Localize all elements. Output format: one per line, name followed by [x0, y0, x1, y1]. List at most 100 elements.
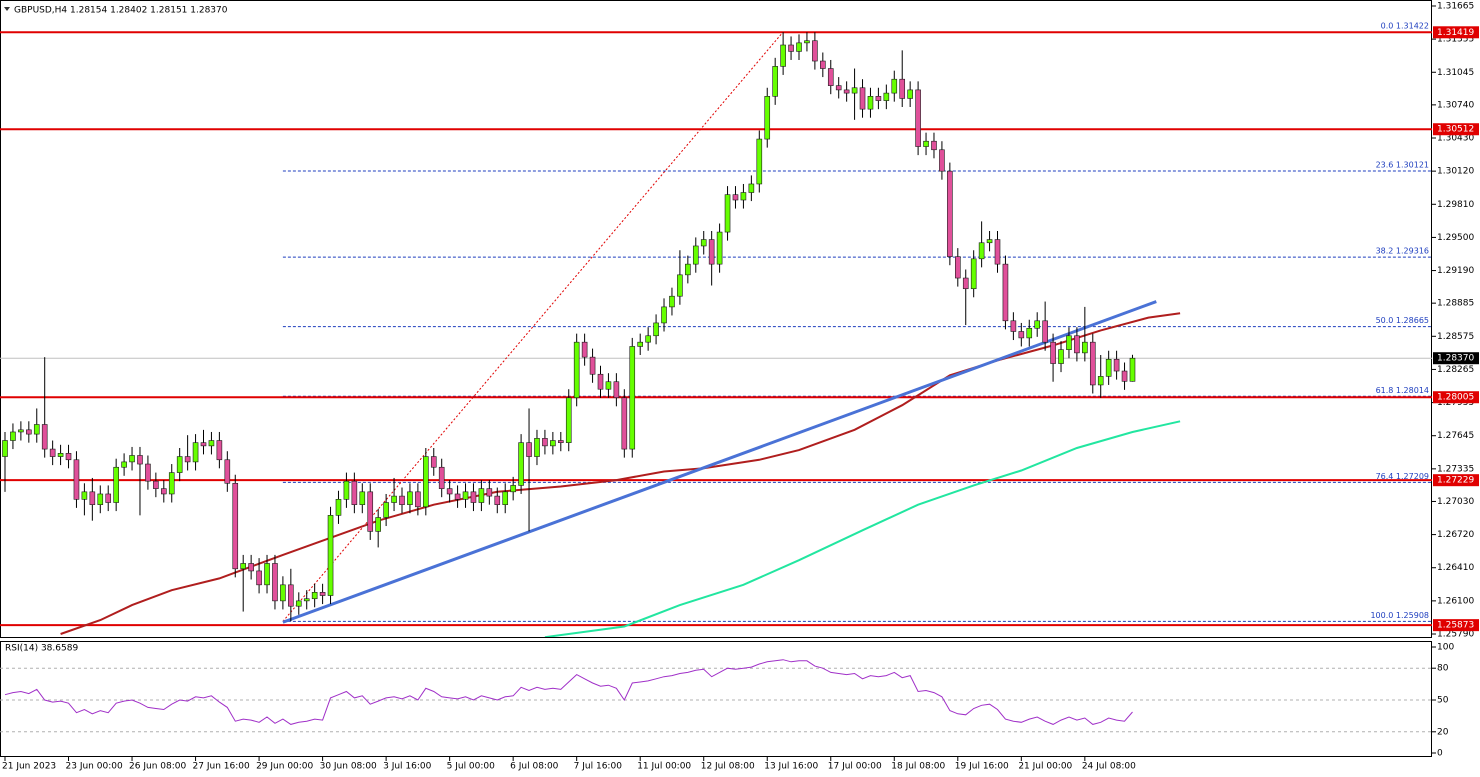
candle-body [430, 456, 437, 468]
x-tick-label: 13 Jul 16:00 [764, 762, 818, 772]
candle-body [597, 373, 604, 390]
candle-body [446, 488, 453, 495]
level-price-label: 1.31419 [1437, 28, 1474, 38]
candle-body [510, 485, 516, 493]
x-tick-label: 27 Jun 16:00 [193, 762, 250, 772]
x-tick-label: 5 Jul 00:00 [447, 762, 496, 772]
y-tick-label: 1.31665 [1437, 1, 1474, 11]
candle-body [121, 461, 127, 468]
candle-body [137, 455, 143, 465]
candle-body [97, 493, 104, 505]
y-tick-label: 1.30120 [1437, 167, 1474, 177]
candle-body [685, 263, 691, 276]
x-tick-label: 3 Jul 16:00 [383, 762, 432, 772]
y-tick-label: 1.28885 [1437, 299, 1474, 309]
candle-body [129, 455, 135, 463]
candle-body [49, 448, 56, 457]
price-pane: 0.0 1.31422 23.6 1.30121 38.2 1.29316 50.0 … [0, 21, 1432, 637]
candle-body [327, 515, 334, 596]
candle-body [1105, 358, 1112, 377]
candle-body [700, 239, 707, 247]
chart-title: GBPUSD,H4 1.28154 1.28402 1.28151 1.2837… [14, 6, 228, 16]
candle-body [272, 563, 278, 602]
candle-body [1089, 341, 1096, 386]
candle-body [764, 96, 771, 140]
y-tick-label: 1.29810 [1437, 200, 1474, 210]
fib-label: 0.0 1.31422 [1381, 21, 1429, 30]
y-tick-label: 1.30430 [1437, 134, 1474, 144]
candle-body [240, 563, 246, 570]
level-price-label: 1.30512 [1437, 125, 1474, 135]
x-tick-label: 24 Jul 08:00 [1082, 762, 1136, 772]
x-tick-label: 11 Jul 00:00 [637, 762, 691, 772]
candle-body [113, 466, 119, 503]
candle-body [962, 277, 969, 290]
candle-body [462, 491, 469, 500]
fib-label: 50.0 1.28665 [1376, 316, 1429, 325]
candle-body [1082, 341, 1088, 354]
x-tick-label: 23 Jun 00:00 [66, 762, 123, 772]
y-tick-label: 1.30740 [1437, 100, 1474, 110]
candle-body [168, 472, 175, 495]
candle-body [692, 245, 699, 265]
x-tick-label: 18 Jul 08:00 [891, 762, 945, 772]
candle-body [994, 239, 1001, 265]
level-price-box [1433, 123, 1479, 136]
candle-body [359, 491, 366, 505]
candle-body [502, 491, 509, 505]
candle-body [939, 149, 945, 172]
candle-body [645, 335, 651, 343]
candle-body [883, 92, 890, 101]
candle-body [248, 563, 254, 572]
candle-body [399, 495, 405, 505]
candle-body [18, 429, 24, 433]
candle-body [812, 40, 818, 62]
candle-body [26, 429, 32, 435]
candle-body [1034, 320, 1040, 329]
y-tick-label: 1.26100 [1437, 596, 1474, 606]
candle-body [542, 438, 548, 447]
candle-body [264, 563, 270, 586]
candle-body [859, 87, 866, 110]
candle-body [875, 96, 882, 101]
level-price-label: 1.28005 [1437, 393, 1474, 403]
candle-body [303, 598, 310, 602]
candle-body [557, 440, 564, 443]
candle-body [780, 44, 786, 67]
candle-body [208, 440, 215, 447]
x-tick-label: 21 Jul 00:00 [1018, 762, 1072, 772]
candle-body [192, 442, 199, 463]
candle-body [827, 68, 834, 86]
candle-body [613, 381, 620, 399]
candle-body [899, 78, 906, 99]
level-price-box [1433, 391, 1479, 404]
candle-body [343, 480, 350, 500]
x-tick-label: 19 Jul 16:00 [955, 762, 1009, 772]
level-price-box [1433, 26, 1479, 39]
symbol-icon [4, 7, 10, 11]
candle-body [947, 170, 953, 257]
x-tick-label: 26 Jun 08:00 [129, 762, 186, 772]
candle-body [73, 459, 80, 500]
candle-body [820, 60, 826, 69]
candle-body [105, 493, 112, 503]
rsi-pane-border [0, 641, 1432, 757]
candle-body [796, 42, 802, 52]
candle-body [724, 194, 731, 233]
candle-body [772, 66, 778, 97]
candle-body [478, 488, 485, 503]
y-tick-label: 1.31045 [1437, 68, 1474, 78]
candle-body [486, 488, 493, 497]
candle-body [280, 584, 286, 602]
candle-body [756, 138, 763, 185]
candle-body [2, 440, 8, 457]
candle-body [224, 459, 231, 484]
candle-body [1050, 341, 1056, 364]
moving-average [544, 420, 1181, 637]
candle-body [319, 592, 326, 596]
candle-body [184, 456, 191, 463]
candle-body [629, 346, 636, 450]
candle-body [534, 438, 540, 457]
candle-body [1010, 320, 1017, 332]
